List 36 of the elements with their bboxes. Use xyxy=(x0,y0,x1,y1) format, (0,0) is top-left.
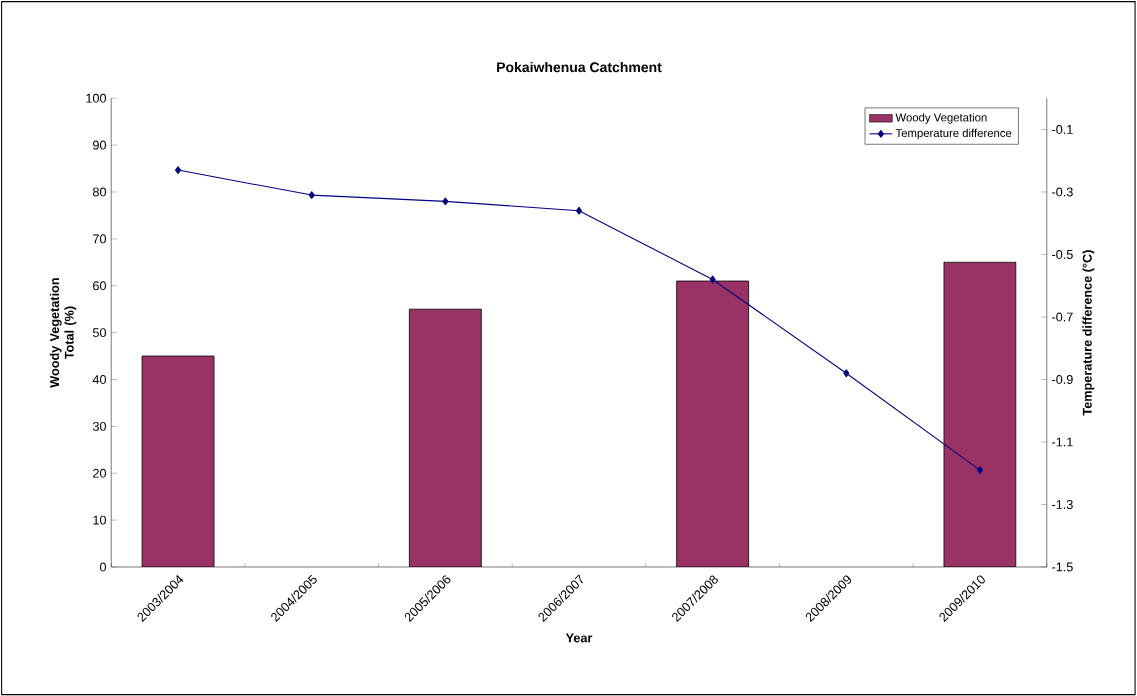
point xyxy=(575,206,583,215)
bar xyxy=(408,308,482,567)
y-tick-label: 30 xyxy=(92,421,107,431)
y-axis-title: Woody Vegetation Total (%) xyxy=(49,278,77,388)
bar xyxy=(943,261,1017,567)
legend-label: Woody Vegetation xyxy=(895,113,987,124)
y-tick-label: 70 xyxy=(93,234,107,244)
point xyxy=(976,466,983,474)
y-tick-label: 90 xyxy=(93,140,107,150)
y-tick-label: 60 xyxy=(93,281,107,291)
y2-tick-label: -0.5 xyxy=(1052,249,1073,259)
y2-tick-label: -0.7 xyxy=(1052,312,1073,322)
y2-tick-label: -1.1 xyxy=(1052,437,1073,447)
y-tick-label: 100 xyxy=(86,93,107,103)
y-tick-label: 80 xyxy=(92,187,107,197)
y2-tick-label: -0.1 xyxy=(1052,124,1073,134)
x-axis-title: Year xyxy=(565,633,593,643)
y-tick-label: 0 xyxy=(99,562,107,572)
y-tick-label: 20 xyxy=(93,468,107,478)
bar xyxy=(676,280,750,567)
y2-tick-label: -1.5 xyxy=(1052,562,1073,572)
chart-title: Pokaiwhenua Catchment xyxy=(497,61,662,73)
y-tick-label: 10 xyxy=(93,515,107,525)
y-tick-label: 40 xyxy=(92,374,107,384)
point xyxy=(308,191,315,199)
y-tick-label: 50 xyxy=(92,328,107,337)
y2-tick-label: -1.3 xyxy=(1052,499,1073,509)
point xyxy=(843,369,850,378)
y2-axis-title: Temperature difference (°C) xyxy=(1082,250,1095,416)
legend-label: Temperature difference xyxy=(895,128,1012,140)
bar xyxy=(141,355,215,567)
point xyxy=(709,275,716,284)
point xyxy=(442,197,449,206)
y2-tick-label: -0.3 xyxy=(1052,187,1073,197)
point xyxy=(175,166,182,174)
y2-tick-label: -0.9 xyxy=(1052,374,1073,384)
